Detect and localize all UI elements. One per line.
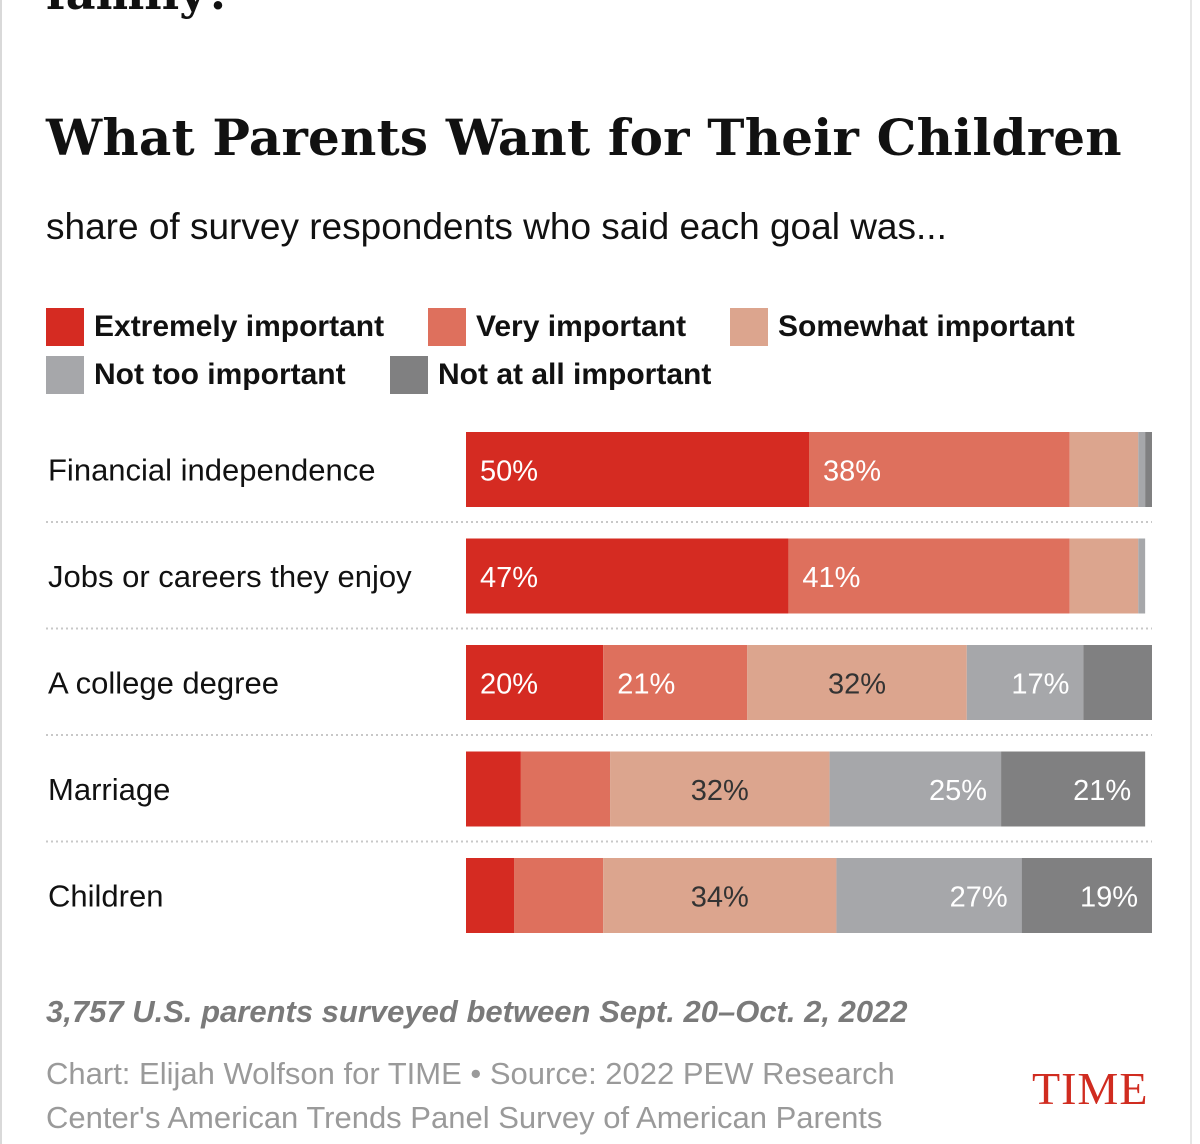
data-label-a-college-degree-somewhat-important: 32% [828, 669, 886, 701]
legend-label-very-important: Very important [476, 310, 687, 343]
row-label-marriage: Marriage [48, 772, 170, 807]
legend-swatch-not-at-all-important [390, 356, 428, 394]
data-label-children-not-at-all-important: 19% [1080, 882, 1138, 914]
bar-a-college-degree-not-too-important [966, 645, 1084, 720]
bar-financial-independence-not-too-important [1138, 432, 1146, 507]
legend-item-very-important: Very important [428, 308, 686, 346]
page-left-border [0, 0, 2, 1144]
bar-marriage-not-too-important [829, 751, 1002, 827]
data-label-marriage-not-too-important: 25% [929, 775, 987, 807]
bar-financial-independence-very-important [809, 432, 1070, 507]
data-label-marriage-not-at-all-important: 21% [1073, 775, 1131, 807]
row-label-a-college-degree: A college degree [48, 666, 279, 701]
chart-source: Chart: Elijah Wolfson for TIME • Source:… [46, 1056, 895, 1135]
bar-a-college-degree-extremely-important [466, 645, 604, 720]
legend-label-extremely-important: Extremely important [94, 310, 385, 343]
bar-marriage-extremely-important [466, 751, 521, 827]
bar-marriage-not-at-all-important [1001, 751, 1146, 827]
bar-children-somewhat-important [603, 858, 837, 933]
data-label-a-college-degree-not-too-important: 17% [1011, 669, 1069, 701]
legend-swatch-not-too-important [46, 356, 84, 394]
legend-swatch-extremely-important [46, 308, 84, 346]
bar-jobs-or-careers-they-enjoy-extremely-important [466, 538, 789, 614]
chart-subtitle: share of survey respondents who said eac… [46, 206, 947, 247]
data-label-jobs-or-careers-they-enjoy-very-important: 41% [802, 562, 860, 594]
bar-jobs-or-careers-they-enjoy-very-important [788, 538, 1070, 614]
bar-financial-independence-extremely-important [466, 432, 809, 507]
legend-label-somewhat-important: Somewhat important [778, 310, 1075, 343]
bar-marriage-somewhat-important [610, 751, 830, 827]
bar-children-not-too-important [836, 858, 1022, 933]
row-label-jobs-or-careers-they-enjoy: Jobs or careers they enjoy [48, 559, 412, 594]
bar-children-very-important [514, 858, 604, 933]
legend-label-not-at-all-important: Not at all important [438, 358, 712, 391]
page-right-border [1190, 0, 1192, 1144]
time-logo: TIME [1032, 1063, 1149, 1114]
data-label-jobs-or-careers-they-enjoy-extremely-important: 47% [480, 562, 538, 594]
legend-item-somewhat-important: Somewhat important [730, 308, 1075, 346]
legend-item-not-too-important: Not too important [46, 356, 346, 394]
bar-children-extremely-important [466, 858, 515, 933]
data-label-a-college-degree-very-important: 21% [617, 669, 675, 701]
survey-note: 3,757 U.S. parents surveyed between Sept… [46, 994, 908, 1029]
previous-heading-cut-off: family? [46, 0, 233, 20]
legend-swatch-somewhat-important [730, 308, 768, 346]
data-label-financial-independence-very-important: 38% [823, 456, 881, 488]
data-label-children-somewhat-important: 34% [691, 882, 749, 914]
bar-a-college-degree-very-important [603, 645, 748, 720]
row-label-children: Children [48, 879, 163, 914]
data-label-financial-independence-extremely-important: 50% [480, 456, 538, 488]
bar-children-not-at-all-important [1021, 858, 1152, 933]
chart-title: What Parents Want for Their Children [46, 108, 1122, 167]
bar-marriage-very-important [520, 751, 611, 827]
legend-label-not-too-important: Not too important [94, 358, 346, 391]
data-label-a-college-degree-extremely-important: 20% [480, 669, 538, 701]
bar-financial-independence-somewhat-important [1069, 432, 1139, 507]
bar-financial-independence-not-at-all-important [1145, 432, 1152, 507]
row-label-financial-independence: Financial independence [48, 453, 375, 488]
data-label-marriage-somewhat-important: 32% [691, 775, 749, 807]
data-label-children-not-too-important: 27% [950, 882, 1008, 914]
bar-a-college-degree-not-at-all-important [1083, 645, 1152, 720]
legend-swatch-very-important [428, 308, 466, 346]
legend-item-not-at-all-important: Not at all important [390, 356, 711, 394]
legend-item-extremely-important: Extremely important [46, 308, 384, 346]
bar-a-college-degree-somewhat-important [747, 645, 967, 720]
bar-jobs-or-careers-they-enjoy-not-too-important [1138, 538, 1146, 614]
bar-jobs-or-careers-they-enjoy-somewhat-important [1069, 538, 1139, 614]
